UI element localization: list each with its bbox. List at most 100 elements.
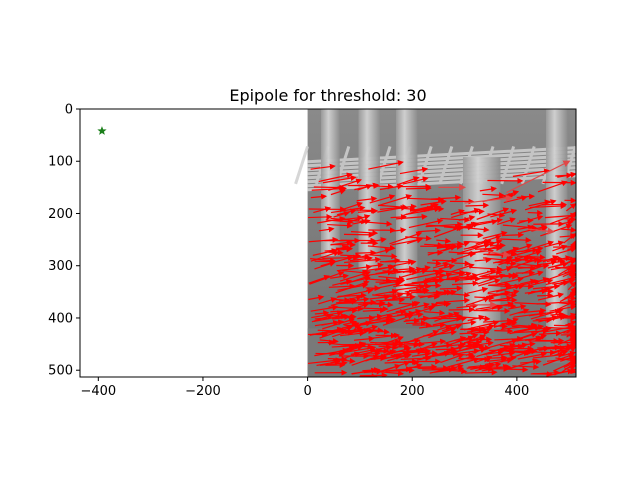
flow-vector [308,294,325,301]
y-tick-label: 500 [48,364,73,379]
x-tick-label: 0 [303,384,311,399]
flow-vector [527,209,544,216]
flow-vector [365,285,381,292]
flow-vector [307,357,342,365]
flow-vector [482,192,506,199]
flow-vector [330,273,349,280]
flow-vector [372,293,399,300]
flow-vector [439,285,463,292]
flow-vector [314,347,349,357]
flow-vector [366,301,386,308]
flow-vector [366,328,390,335]
flow-vector [385,257,401,264]
flow-vector [519,349,557,356]
flow-vector [459,275,481,282]
flow-vector [545,314,566,322]
flow-vector [364,277,392,284]
flow-vector [420,342,438,350]
flow-vector [483,349,504,356]
flow-vector [342,269,369,276]
background-scene-image [294,109,576,377]
flow-vector [454,336,493,343]
flow-vector [330,217,368,225]
flow-vector [350,229,379,236]
flow-vector [309,270,345,285]
flow-vector [442,323,463,332]
flow-vector [382,313,414,326]
flow-vector [568,286,576,296]
flow-vector [427,260,442,267]
flow-vector [524,345,550,353]
flow-vector [378,204,409,211]
flow-vector [308,236,339,243]
flow-vector [355,249,377,256]
flow-vector [447,335,475,346]
flow-vector [403,278,441,286]
flow-vector [516,262,543,269]
flow-vector [409,363,438,370]
flow-vector [524,335,542,342]
flow-vector [330,205,366,214]
flow-vector [375,288,399,296]
flow-vector [536,298,575,305]
flow-vector [330,239,353,246]
flow-vector [405,317,420,324]
flow-vector [337,292,367,299]
flow-vector [318,297,338,305]
flow-vector [369,194,396,204]
flow-vector [569,335,576,342]
flow-vector [451,280,479,287]
y-tick-label: 400 [48,311,73,326]
flow-vector [470,361,502,371]
flow-vector [369,332,401,340]
flow-vector [476,207,510,220]
flow-vector [532,352,565,359]
flow-vector [474,294,495,301]
flow-vector [322,254,360,261]
flow-vector [537,292,554,299]
flow-vector [508,247,539,254]
flow-vector [325,313,357,320]
flow-vector [382,350,409,360]
flow-vector [450,209,465,216]
flow-vector [365,253,398,260]
flow-vector [390,214,407,221]
x-tick-label: −400 [80,384,116,399]
flow-vector [356,195,378,202]
flow-vector [360,247,392,258]
flow-vector [504,358,539,371]
flow-vector [519,270,544,279]
flow-vector [351,354,380,366]
flow-vector [391,237,423,246]
flow-vector [501,231,525,238]
highlighted-flow-vectors [438,160,571,309]
flow-vector [467,314,485,322]
flow-vector [464,344,491,351]
flow-vector [518,327,551,340]
epipole-layer [97,126,107,135]
flow-vector [517,351,548,360]
flow-vector [426,223,461,230]
flow-vector [537,292,565,301]
flow-vector [563,361,576,369]
flow-vector [465,296,490,307]
flow-vector [465,202,490,209]
flow-vector [341,320,372,329]
flow-vector [464,226,490,233]
flow-vector [440,240,464,247]
flow-vector [436,237,452,244]
plot-frame [79,108,577,378]
flow-vector [550,311,565,318]
flow-vector [570,240,576,251]
flow-vector [567,368,576,375]
flow-vector [531,225,548,232]
flow-vector [442,251,476,265]
flow-vector [379,278,406,285]
flow-vector [557,300,576,310]
flow-vector [393,259,417,267]
flow-vector [555,357,576,364]
flow-vector [494,301,514,308]
flow-vector [445,271,472,280]
flow-vector [398,301,419,308]
